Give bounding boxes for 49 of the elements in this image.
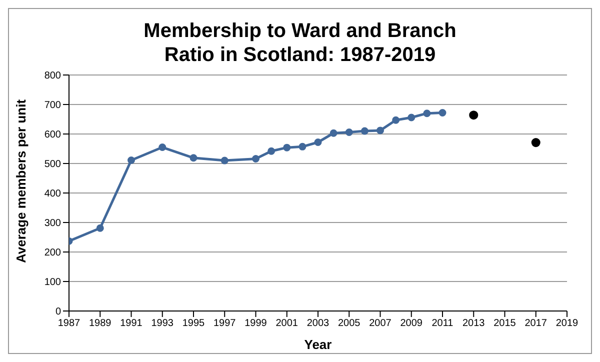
y-tick-label: 400: [44, 188, 62, 200]
x-tick-label: 2001: [276, 318, 298, 330]
y-axis-title: Average members per unit: [14, 98, 29, 263]
x-tick-label: 2003: [306, 318, 330, 330]
y-tick-label: 600: [44, 130, 62, 141]
point: [190, 154, 198, 162]
point: [531, 138, 540, 148]
x-tick-label: 2013: [462, 318, 486, 330]
y-tick-label: 0: [55, 306, 62, 318]
point: [423, 110, 431, 118]
x-tick-label: 2007: [369, 318, 392, 330]
point: [96, 224, 104, 232]
y-tick-label: 700: [44, 100, 62, 112]
point: [469, 110, 478, 120]
point: [220, 156, 228, 164]
x-tick-label: 1989: [89, 318, 112, 330]
x-tick-label: 2015: [494, 318, 516, 330]
x-tick-label: 2009: [400, 318, 423, 330]
x-tick-label: 2005: [338, 318, 361, 330]
point: [158, 144, 166, 152]
point: [314, 138, 322, 146]
x-tick-label: 1995: [182, 318, 206, 330]
point: [345, 128, 353, 136]
x-tick-label: 1993: [151, 318, 174, 330]
x-tick-label: 1997: [214, 318, 236, 330]
point: [298, 142, 306, 150]
y-tick-label: 300: [44, 218, 62, 230]
x-tick-label: 2019: [556, 318, 579, 330]
y-tick-label: 800: [44, 70, 62, 82]
point: [392, 116, 400, 124]
chart-title: Membership to Ward and Branch Ratio in Scotland: 1987-2019: [142, 19, 458, 67]
x-tick-label: 2017: [524, 318, 548, 330]
point: [408, 114, 416, 122]
x-tick-label: 2011: [432, 318, 454, 330]
point: [283, 144, 291, 152]
point: [268, 147, 276, 155]
x-tick-label: 1987: [58, 318, 81, 330]
x-axis-title: Year: [304, 337, 332, 352]
y-tick-label: 500: [44, 159, 62, 170]
point: [360, 127, 368, 135]
point: [252, 155, 260, 163]
point: [330, 129, 338, 137]
point: [128, 156, 135, 164]
point: [376, 126, 384, 134]
y-tick-label: 100: [44, 277, 62, 288]
x-tick-label: 1999: [244, 318, 268, 330]
y-tick-label: 200: [44, 248, 62, 259]
x-tick-label: 1991: [120, 318, 143, 330]
point: [438, 109, 446, 117]
